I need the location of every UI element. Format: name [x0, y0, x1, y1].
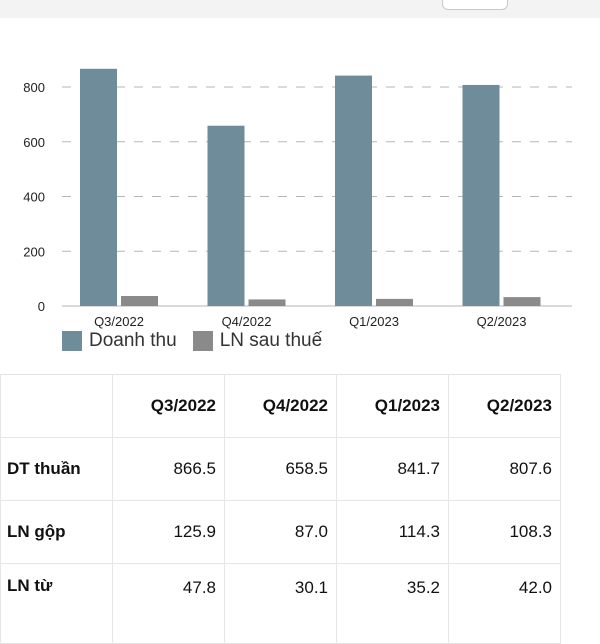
- y-tick-label: 0: [38, 299, 45, 314]
- legend-item-revenue: Doanh thu: [62, 330, 177, 352]
- y-tick-label: 600: [23, 135, 45, 150]
- bar-revenue: [462, 84, 500, 307]
- table-row: LN gộp 125.9 87.0 114.3 108.3: [0, 500, 561, 564]
- table-cell: 841.7: [336, 437, 449, 501]
- y-tick-label: 800: [23, 80, 45, 95]
- top-bar-button[interactable]: [442, 0, 508, 10]
- legend-label-revenue: Doanh thu: [89, 330, 177, 351]
- table-cell: 47.8: [112, 563, 225, 644]
- table-header-row: Q3/2022 Q4/2022 Q1/2023 Q2/2023: [0, 374, 561, 438]
- legend-swatch-profit: [192, 331, 213, 351]
- legend-item-profit: LN sau thuế: [192, 330, 323, 352]
- x-tick-label: Q1/2023: [349, 314, 399, 329]
- table-cell: 108.3: [448, 500, 561, 564]
- y-tick-label: 200: [23, 244, 45, 259]
- table-row: DT thuần 866.5 658.5 841.7 807.6: [0, 437, 561, 501]
- row-label: LN gộp: [0, 500, 113, 564]
- bar-profit: [376, 298, 413, 306]
- financial-table: Q3/2022 Q4/2022 Q1/2023 Q2/2023 DT thuần…: [0, 374, 600, 644]
- top-bar: [0, 0, 600, 18]
- bar-revenue: [207, 125, 245, 306]
- legend-label-profit: LN sau thuế: [219, 330, 323, 351]
- table-cell: 125.9: [112, 500, 225, 564]
- bar-revenue: [80, 68, 117, 306]
- table-header-cell: Q2/2023: [448, 374, 561, 438]
- table-cell: 807.6: [448, 437, 561, 501]
- legend-swatch-revenue: [62, 331, 82, 351]
- bar-revenue: [335, 75, 372, 306]
- table-header-cell: Q3/2022: [112, 374, 225, 438]
- x-tick-label: Q3/2022: [94, 314, 144, 329]
- x-tick-label: Q4/2022: [222, 314, 272, 329]
- bar-chart: 0 200 400 600 800 Q3/2022 Q4/2022 Q1/2023 Q2/202…: [23, 68, 572, 329]
- table-cell: 30.1: [224, 563, 337, 644]
- row-label: LN từ: [0, 563, 113, 644]
- x-tick-label: Q2/2023: [477, 314, 527, 329]
- bar-profit: [503, 297, 541, 306]
- row-label: DT thuần: [0, 437, 113, 501]
- table-cell: 658.5: [224, 437, 337, 501]
- table-header-cell: [0, 374, 113, 438]
- y-tick-label: 400: [23, 190, 45, 205]
- chart-legend: Doanh thu LN sau thuế: [62, 330, 338, 352]
- table-header-cell: Q1/2023: [336, 374, 449, 438]
- bar-profit: [121, 296, 158, 306]
- table-row: LN từ 47.8 30.1 35.2 42.0: [0, 563, 561, 644]
- table-cell: 35.2: [336, 563, 449, 644]
- table-cell: 866.5: [112, 437, 225, 501]
- table-cell: 87.0: [224, 500, 337, 564]
- table-cell: 42.0: [448, 563, 561, 644]
- table-cell: 114.3: [336, 500, 449, 564]
- table-header-cell: Q4/2022: [224, 374, 337, 438]
- bar-profit: [248, 299, 286, 306]
